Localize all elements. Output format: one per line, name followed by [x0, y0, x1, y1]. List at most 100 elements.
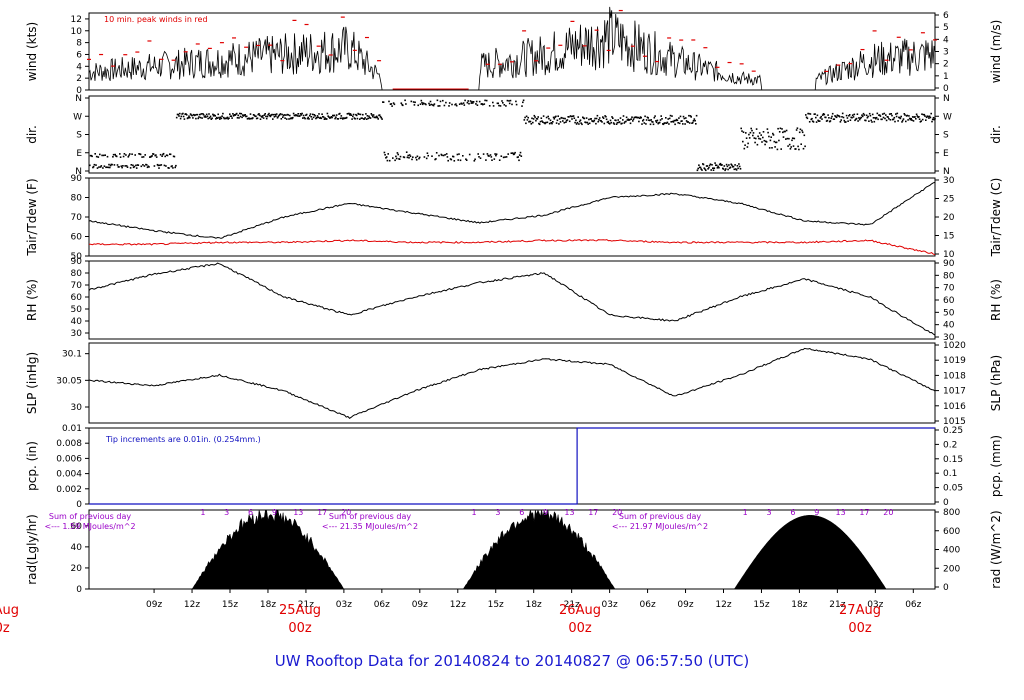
direction-point: [903, 113, 906, 115]
y-tick-label-right: 80: [943, 271, 955, 281]
direction-point: [642, 118, 645, 121]
direction-point: [395, 157, 398, 160]
y-tick-label: 6: [76, 50, 82, 60]
direction-point: [568, 120, 571, 123]
direction-point: [687, 121, 689, 123]
direction-point: [375, 115, 378, 118]
direction-point: [818, 120, 820, 122]
direction-point: [500, 155, 503, 157]
direction-point: [588, 118, 590, 121]
direction-point: [578, 120, 581, 123]
direction-point: [908, 117, 911, 120]
direction-point: [697, 167, 699, 170]
direction-point: [313, 114, 316, 116]
direction-point: [865, 119, 867, 122]
direction-point: [352, 115, 354, 118]
direction-point: [683, 117, 686, 120]
direction-point: [571, 118, 573, 120]
direction-point: [429, 100, 432, 103]
direction-point: [284, 117, 286, 119]
x-tick-label: 03z: [867, 600, 883, 610]
direction-point: [111, 163, 113, 166]
direction-point: [759, 138, 762, 140]
direction-point: [686, 121, 689, 123]
direction-point: [552, 116, 555, 119]
direction-point: [282, 114, 285, 117]
direction-point: [514, 151, 516, 154]
x-tick-label: 15z: [222, 600, 238, 610]
direction-point: [198, 116, 200, 118]
direction-point: [788, 137, 790, 140]
y-axis-label: Tair/Tdew (F): [25, 178, 39, 256]
x-tick-label: 06z: [905, 600, 921, 610]
direction-point: [765, 141, 768, 143]
direction-point: [762, 136, 764, 139]
direction-point: [196, 113, 199, 116]
direction-point: [400, 102, 403, 104]
direction-point: [321, 113, 323, 115]
direction-point: [542, 121, 544, 123]
direction-point: [612, 117, 614, 119]
y-tick-label-right: 0.25: [943, 426, 963, 436]
direction-point: [595, 122, 597, 125]
direction-point: [355, 114, 358, 117]
direction-point: [134, 154, 136, 156]
direction-point: [261, 116, 263, 118]
direction-point: [516, 156, 519, 159]
direction-point: [214, 115, 216, 117]
direction-point: [415, 156, 417, 159]
direction-point: [705, 169, 707, 172]
direction-point: [876, 112, 879, 115]
direction-point: [356, 117, 359, 120]
direction-point: [672, 121, 675, 123]
direction-point: [384, 154, 386, 156]
y-axis-label: wind (kts): [25, 22, 39, 81]
direction-point: [411, 158, 413, 161]
direction-point: [551, 122, 553, 125]
direction-point: [173, 155, 176, 158]
y-axis-label-right: SLP (hPa): [989, 355, 1003, 411]
direction-point: [536, 118, 539, 120]
direction-point: [544, 122, 546, 125]
y-tick-label-right: 600: [943, 527, 960, 537]
direction-point: [422, 102, 425, 104]
hour-mark: 9: [543, 508, 548, 517]
direction-point: [874, 117, 876, 119]
direction-point: [221, 115, 223, 117]
direction-point: [861, 114, 863, 116]
direction-point: [815, 116, 817, 119]
direction-point: [751, 129, 753, 132]
direction-point: [122, 155, 125, 158]
direction-point: [508, 100, 510, 102]
direction-point: [577, 116, 579, 118]
direction-point: [256, 117, 259, 119]
direction-point: [189, 113, 192, 115]
direction-point: [887, 116, 889, 118]
direction-point: [416, 155, 419, 158]
direction-point: [455, 104, 458, 107]
direction-point: [718, 166, 720, 169]
direction-point: [763, 139, 766, 142]
direction-point: [925, 116, 928, 119]
direction-point: [121, 166, 123, 169]
x-tick-label: 06z: [640, 600, 656, 610]
y-tick-label-right: 1016: [943, 402, 966, 412]
direction-point: [424, 103, 426, 105]
direction-point: [629, 122, 632, 125]
direction-point: [616, 121, 619, 124]
direction-point: [537, 116, 539, 118]
direction-point: [656, 119, 659, 122]
direction-point: [829, 120, 832, 122]
direction-point: [652, 121, 654, 123]
direction-point: [668, 117, 671, 120]
direction-point: [601, 121, 603, 123]
direction-point: [275, 113, 278, 115]
hour-mark: 1: [743, 508, 748, 517]
direction-point: [928, 117, 930, 119]
direction-point: [127, 156, 130, 158]
direction-point: [414, 101, 416, 104]
direction-point: [615, 123, 618, 125]
direction-point: [857, 120, 859, 122]
y-tick-label-right: 25: [943, 195, 954, 205]
